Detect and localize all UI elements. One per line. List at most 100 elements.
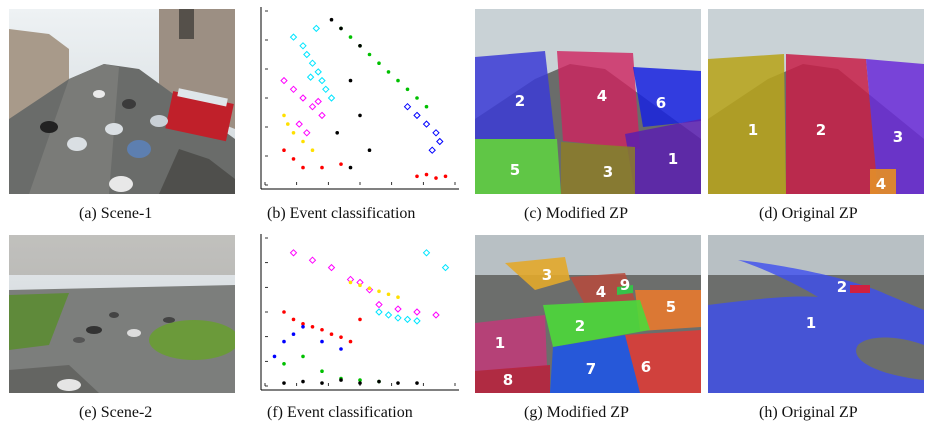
caption-c: (c) Modified ZP	[524, 205, 628, 222]
scatter-point-series-5	[272, 354, 277, 359]
zone-2-region	[475, 51, 555, 139]
caption-b: (b) Event classification	[267, 205, 416, 222]
panel-d-original-zp-scene-1: 1 2 3 4	[708, 9, 924, 194]
scatter-point-series-1	[312, 24, 321, 33]
scatter-point-series-1	[289, 33, 298, 41]
panel-b-event-classification-scatter	[243, 3, 463, 193]
scatter-point-series-1	[308, 59, 317, 67]
scatter-point-series-5	[301, 325, 305, 329]
scatter-point-series-6	[436, 137, 444, 146]
scatter-point-series-5	[282, 339, 286, 344]
scatter-point-series-2	[299, 94, 307, 102]
scatter-point-series-2	[289, 85, 298, 94]
scatter-point-series-3	[403, 315, 412, 324]
scatter-point-series-3	[348, 35, 353, 39]
panel-g-modified-zp-scene-2: 1 2 3 4 5 6 7 8 9	[475, 235, 701, 393]
zone-1-region	[708, 260, 924, 393]
zone-7-region	[550, 335, 640, 393]
zone-4-region	[570, 273, 635, 305]
scatter-point-series-4	[358, 113, 362, 118]
caption-g: (g) Modified ZP	[524, 404, 629, 421]
scatter-point-series-4	[320, 327, 324, 332]
scatter-point-series-2	[386, 292, 391, 297]
scatter-point-series-2	[280, 76, 288, 85]
scatter-point-series-7	[301, 139, 305, 144]
scatter-point-series-6	[282, 362, 286, 366]
caption-h: (h) Original ZP	[759, 404, 858, 421]
scatter-point-series-3	[377, 61, 381, 65]
scatter-point-series-5	[434, 176, 438, 180]
scatter-point-series-7	[310, 148, 315, 152]
zone-label-8: 8	[503, 371, 513, 389]
zone-label-1: 1	[495, 334, 505, 352]
scatter-point-series-2	[318, 111, 326, 120]
zone-4-region	[557, 51, 640, 149]
panel-c-modified-zp-scene-1: 1 2 3 4 5 6	[475, 9, 701, 194]
scatter-point-series-5	[320, 165, 324, 170]
scatter-point-series-5	[443, 174, 448, 179]
scatter-point-series-1	[375, 300, 383, 309]
scatter-point-series-7	[339, 378, 343, 382]
scatter-point-series-4	[329, 332, 334, 336]
scatter-point-series-5	[424, 172, 429, 177]
caption-f: (f) Event classification	[267, 404, 413, 421]
scatter-point-series-3	[424, 104, 429, 109]
scatter-point-series-3	[422, 249, 431, 257]
scatter-point-series-4	[367, 148, 372, 152]
panel-h-original-zp-scene-2: 1 2	[708, 235, 924, 393]
scatter-point-series-2	[314, 97, 322, 106]
scatter-point-series-3	[375, 308, 383, 316]
scatter-point-series-7	[286, 122, 290, 126]
zone-1-region	[625, 119, 701, 194]
zone-label-2: 2	[575, 317, 585, 335]
scatter-point-series-1	[365, 286, 374, 294]
caption-d: (d) Original ZP	[759, 205, 858, 222]
panel-a-scene-1-photo	[9, 9, 235, 194]
scatter-point-series-3	[367, 52, 372, 57]
panel-e-scene-2-photo	[9, 235, 235, 393]
scatter-point-series-2	[303, 129, 311, 137]
scatter-point-series-7	[396, 381, 400, 385]
zone-label-2: 2	[515, 92, 525, 110]
scatter-point-series-7	[282, 113, 286, 118]
scatter-point-series-4	[348, 165, 353, 170]
zone-label-6: 6	[641, 358, 651, 376]
zone-1-region	[708, 54, 786, 194]
scatter-point-series-3	[386, 70, 391, 74]
scatter-point-series-6	[428, 146, 436, 154]
scatter-point-series-4	[301, 322, 305, 326]
scatter-point-series-4	[335, 131, 339, 135]
zone-label-3: 3	[603, 163, 613, 181]
scatter-point-series-2	[377, 289, 381, 294]
scatter-point-series-4	[339, 26, 343, 31]
zone-4-region	[870, 169, 896, 194]
scatter-point-series-5	[291, 157, 296, 161]
zone-2-region	[543, 300, 650, 347]
scatter-point-series-6	[422, 120, 431, 128]
scatter-point-series-4	[358, 44, 362, 48]
scatter-point-series-7	[377, 379, 381, 384]
scatter-point-series-7	[358, 381, 362, 385]
zone-label-3: 3	[893, 128, 903, 146]
scatter-point-series-6	[403, 102, 412, 111]
zone-label-9: 9	[620, 276, 630, 294]
scatter-point-series-6	[413, 111, 421, 120]
scatter-point-series-2	[367, 286, 372, 291]
scatter-point-series-7	[415, 381, 419, 385]
scatter-point-series-1	[327, 94, 336, 102]
zone-1-region	[475, 315, 547, 371]
scatter-point-series-4	[358, 317, 362, 322]
zone-label-4: 4	[596, 283, 606, 301]
zone-label-1: 1	[748, 121, 758, 139]
scatter-point-series-3	[396, 78, 400, 83]
caption-a: (a) Scene-1	[79, 205, 153, 222]
scatter-point-series-1	[299, 42, 307, 50]
scatter-point-series-1	[289, 249, 298, 257]
scatter-point-series-7	[301, 379, 305, 384]
scatter-point-series-5	[301, 165, 305, 170]
zone-label-6: 6	[656, 94, 666, 112]
scatter-point-series-5	[339, 162, 343, 166]
zone-6-region	[633, 67, 701, 127]
zone-label-4: 4	[876, 175, 886, 193]
scatter-point-series-4	[348, 78, 353, 83]
